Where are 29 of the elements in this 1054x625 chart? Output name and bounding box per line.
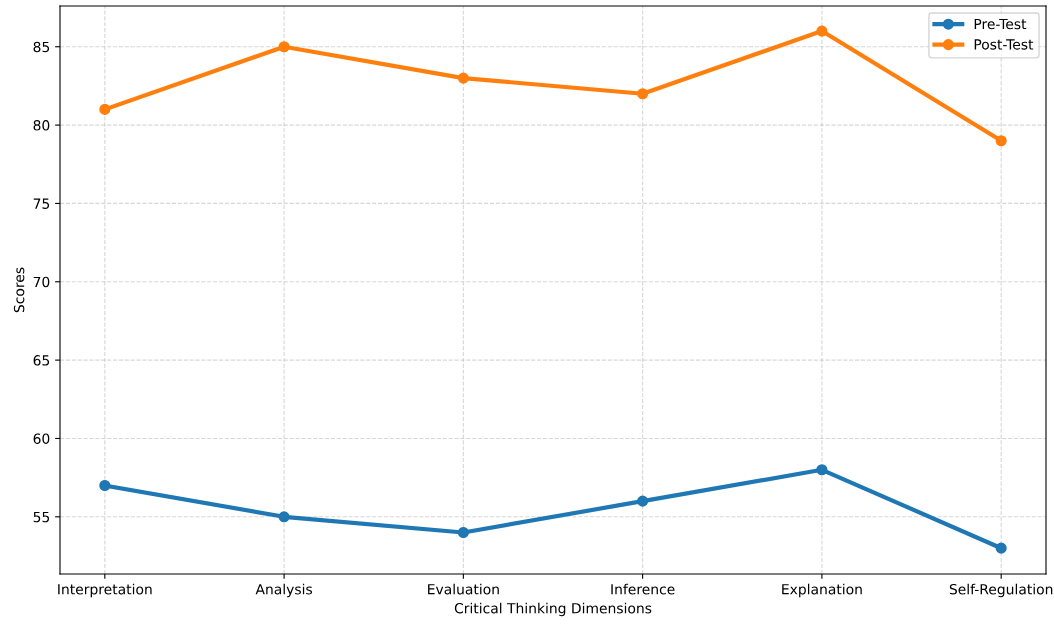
point — [278, 41, 290, 53]
point — [637, 88, 649, 100]
x-tick-label: Evaluation — [428, 583, 499, 595]
point — [816, 25, 828, 37]
y-tick-label: 85 — [33, 41, 50, 53]
point — [995, 542, 1007, 554]
point — [457, 72, 469, 84]
x-tick-label: Inference — [611, 583, 675, 595]
y-tick-label: 65 — [33, 355, 50, 366]
y-axis-title: Scores — [13, 267, 25, 313]
x-tick-label: Analysis — [255, 583, 313, 598]
point — [99, 479, 111, 492]
y-tick-label: 70 — [33, 276, 50, 288]
y-tick-label: 80 — [33, 120, 50, 131]
x-tick-label: Self-Regulation — [949, 583, 1053, 598]
y-tick-label: 55 — [33, 511, 50, 523]
point — [278, 511, 290, 523]
point — [816, 464, 828, 476]
legend-label: Pre-Test — [974, 18, 1027, 30]
point — [995, 135, 1007, 147]
y-tick-label: 75 — [33, 198, 50, 209]
x-tick-label: Explanation — [782, 583, 862, 598]
point — [637, 495, 649, 507]
point — [457, 526, 469, 539]
x-axis-title: Critical Thinking Dimensions — [454, 602, 652, 617]
point — [99, 103, 111, 115]
legend-label: Post-Test — [974, 39, 1034, 50]
x-tick-label: Interpretation — [58, 583, 152, 598]
y-tick-label: 60 — [33, 433, 50, 444]
